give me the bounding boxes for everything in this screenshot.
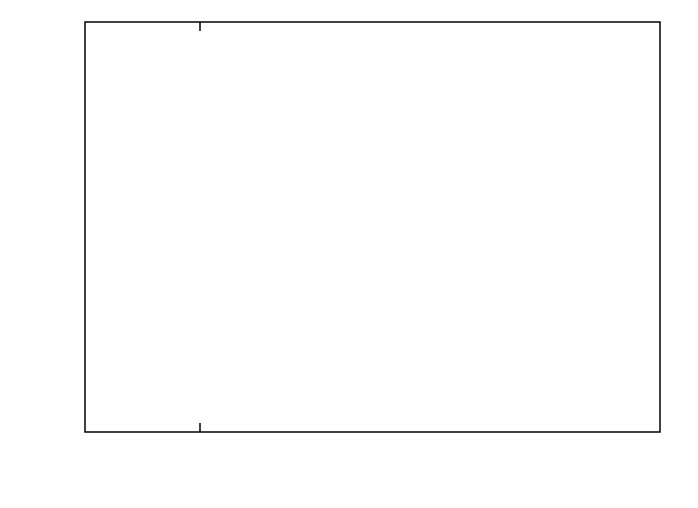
chart-svg bbox=[0, 0, 698, 508]
dsc-chart bbox=[0, 0, 698, 508]
